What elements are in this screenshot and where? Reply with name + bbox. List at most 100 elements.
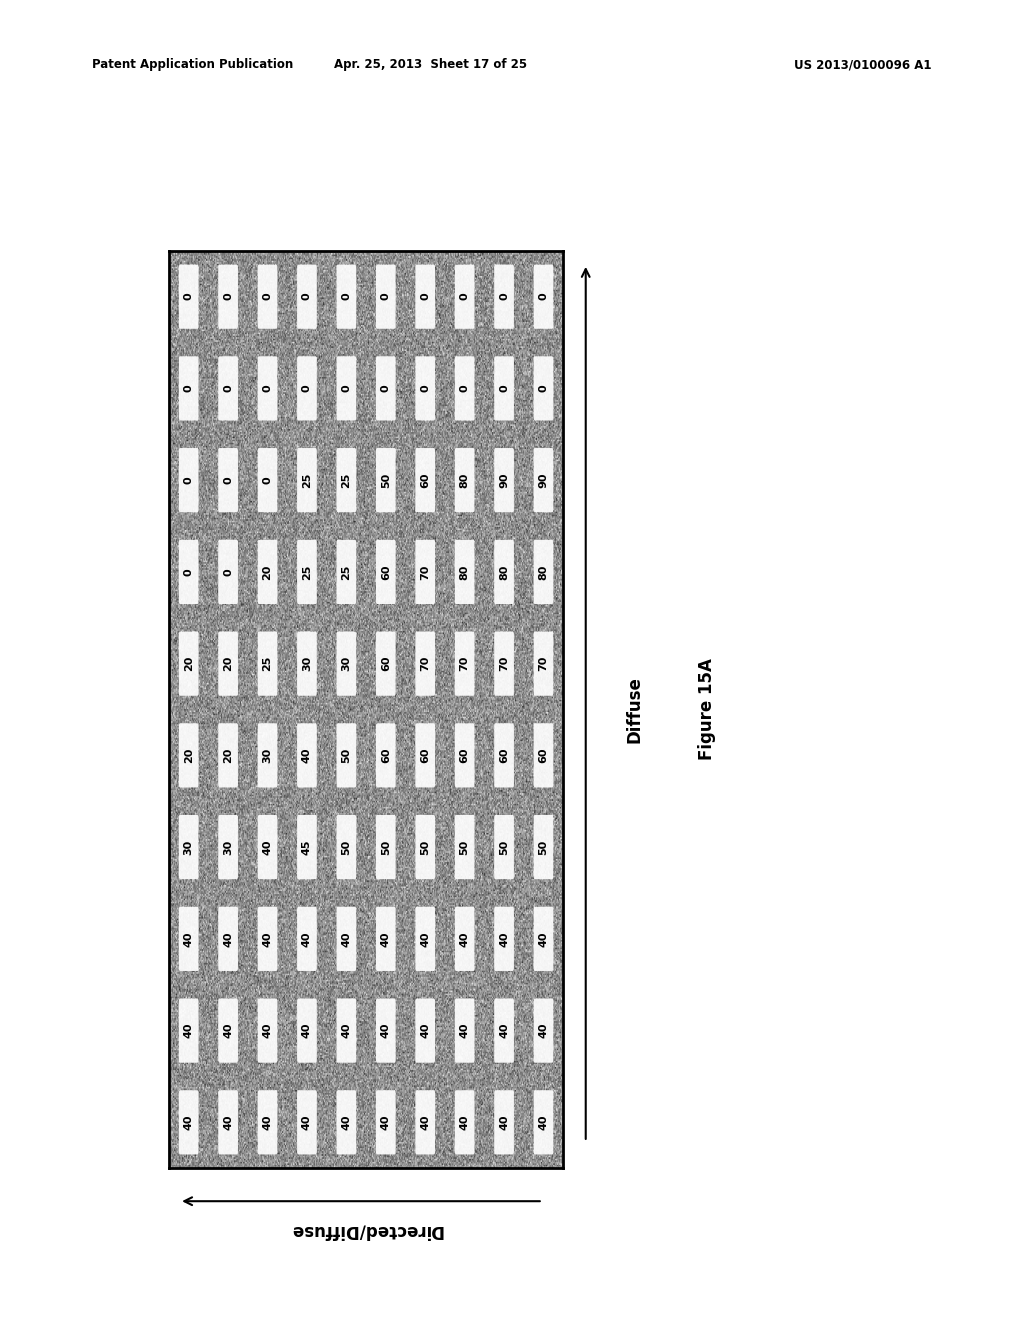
FancyBboxPatch shape [376, 631, 395, 696]
FancyBboxPatch shape [416, 1090, 435, 1155]
Text: 40: 40 [539, 1023, 549, 1039]
Text: 0: 0 [499, 293, 509, 301]
FancyBboxPatch shape [218, 907, 238, 972]
FancyBboxPatch shape [258, 814, 278, 879]
Text: 40: 40 [262, 1114, 272, 1130]
Text: 25: 25 [341, 564, 351, 579]
Text: 0: 0 [183, 293, 194, 301]
Text: 80: 80 [460, 564, 470, 579]
Text: 40: 40 [499, 1023, 509, 1039]
Text: 60: 60 [381, 747, 391, 763]
FancyBboxPatch shape [455, 1090, 474, 1155]
FancyBboxPatch shape [218, 264, 238, 329]
Text: Directed/Diffuse: Directed/Diffuse [290, 1221, 442, 1239]
FancyBboxPatch shape [218, 631, 238, 696]
Text: 60: 60 [420, 747, 430, 763]
Text: 40: 40 [381, 931, 391, 946]
FancyBboxPatch shape [179, 356, 199, 421]
FancyBboxPatch shape [337, 264, 356, 329]
FancyBboxPatch shape [416, 723, 435, 788]
FancyBboxPatch shape [258, 447, 278, 512]
FancyBboxPatch shape [376, 723, 395, 788]
Text: 60: 60 [381, 564, 391, 579]
FancyBboxPatch shape [534, 907, 553, 972]
Text: 40: 40 [302, 747, 312, 763]
Text: 40: 40 [341, 1114, 351, 1130]
Text: 0: 0 [539, 293, 549, 301]
Text: 0: 0 [499, 384, 509, 392]
Text: 50: 50 [381, 473, 391, 488]
Text: 20: 20 [262, 564, 272, 579]
FancyBboxPatch shape [337, 447, 356, 512]
FancyBboxPatch shape [337, 1090, 356, 1155]
FancyBboxPatch shape [455, 264, 474, 329]
Text: 60: 60 [420, 473, 430, 488]
FancyBboxPatch shape [455, 907, 474, 972]
Text: 90: 90 [499, 473, 509, 488]
Text: Diffuse: Diffuse [626, 676, 644, 743]
Text: 80: 80 [499, 564, 509, 579]
FancyBboxPatch shape [297, 631, 316, 696]
Text: 0: 0 [262, 293, 272, 301]
Text: 20: 20 [223, 656, 233, 672]
FancyBboxPatch shape [376, 540, 395, 605]
Text: 25: 25 [341, 473, 351, 488]
FancyBboxPatch shape [455, 447, 474, 512]
Text: 0: 0 [341, 384, 351, 392]
FancyBboxPatch shape [337, 540, 356, 605]
FancyBboxPatch shape [179, 264, 199, 329]
FancyBboxPatch shape [534, 814, 553, 879]
FancyBboxPatch shape [455, 631, 474, 696]
FancyBboxPatch shape [337, 814, 356, 879]
FancyBboxPatch shape [297, 540, 316, 605]
Text: Apr. 25, 2013  Sheet 17 of 25: Apr. 25, 2013 Sheet 17 of 25 [334, 58, 526, 71]
Text: 70: 70 [420, 564, 430, 579]
FancyBboxPatch shape [495, 264, 514, 329]
FancyBboxPatch shape [179, 540, 199, 605]
FancyBboxPatch shape [534, 998, 553, 1063]
FancyBboxPatch shape [179, 631, 199, 696]
FancyBboxPatch shape [495, 814, 514, 879]
Text: 50: 50 [341, 747, 351, 763]
Text: 25: 25 [262, 656, 272, 672]
FancyBboxPatch shape [376, 264, 395, 329]
Text: 40: 40 [183, 931, 194, 946]
FancyBboxPatch shape [534, 723, 553, 788]
Text: 0: 0 [302, 384, 312, 392]
FancyBboxPatch shape [455, 814, 474, 879]
FancyBboxPatch shape [179, 1090, 199, 1155]
Text: 0: 0 [262, 384, 272, 392]
Text: US 2013/0100096 A1: US 2013/0100096 A1 [795, 58, 932, 71]
FancyBboxPatch shape [534, 1090, 553, 1155]
FancyBboxPatch shape [258, 356, 278, 421]
Text: 0: 0 [223, 384, 233, 392]
FancyBboxPatch shape [258, 907, 278, 972]
Text: 40: 40 [262, 1023, 272, 1039]
Text: 40: 40 [223, 1114, 233, 1130]
FancyBboxPatch shape [337, 723, 356, 788]
FancyBboxPatch shape [455, 356, 474, 421]
FancyBboxPatch shape [297, 998, 316, 1063]
Text: 50: 50 [381, 840, 391, 855]
FancyBboxPatch shape [218, 447, 238, 512]
FancyBboxPatch shape [179, 447, 199, 512]
Text: 40: 40 [341, 1023, 351, 1039]
Text: 60: 60 [381, 656, 391, 672]
FancyBboxPatch shape [337, 631, 356, 696]
Text: 40: 40 [460, 1023, 470, 1039]
Text: 70: 70 [420, 656, 430, 672]
FancyBboxPatch shape [495, 907, 514, 972]
FancyBboxPatch shape [416, 540, 435, 605]
Text: 60: 60 [460, 747, 470, 763]
FancyBboxPatch shape [297, 814, 316, 879]
FancyBboxPatch shape [495, 723, 514, 788]
Text: 20: 20 [183, 747, 194, 763]
Text: 40: 40 [302, 1114, 312, 1130]
Text: 20: 20 [183, 656, 194, 672]
FancyBboxPatch shape [416, 814, 435, 879]
FancyBboxPatch shape [297, 447, 316, 512]
FancyBboxPatch shape [297, 1090, 316, 1155]
FancyBboxPatch shape [258, 264, 278, 329]
Text: 40: 40 [302, 1023, 312, 1039]
Text: 90: 90 [539, 473, 549, 488]
